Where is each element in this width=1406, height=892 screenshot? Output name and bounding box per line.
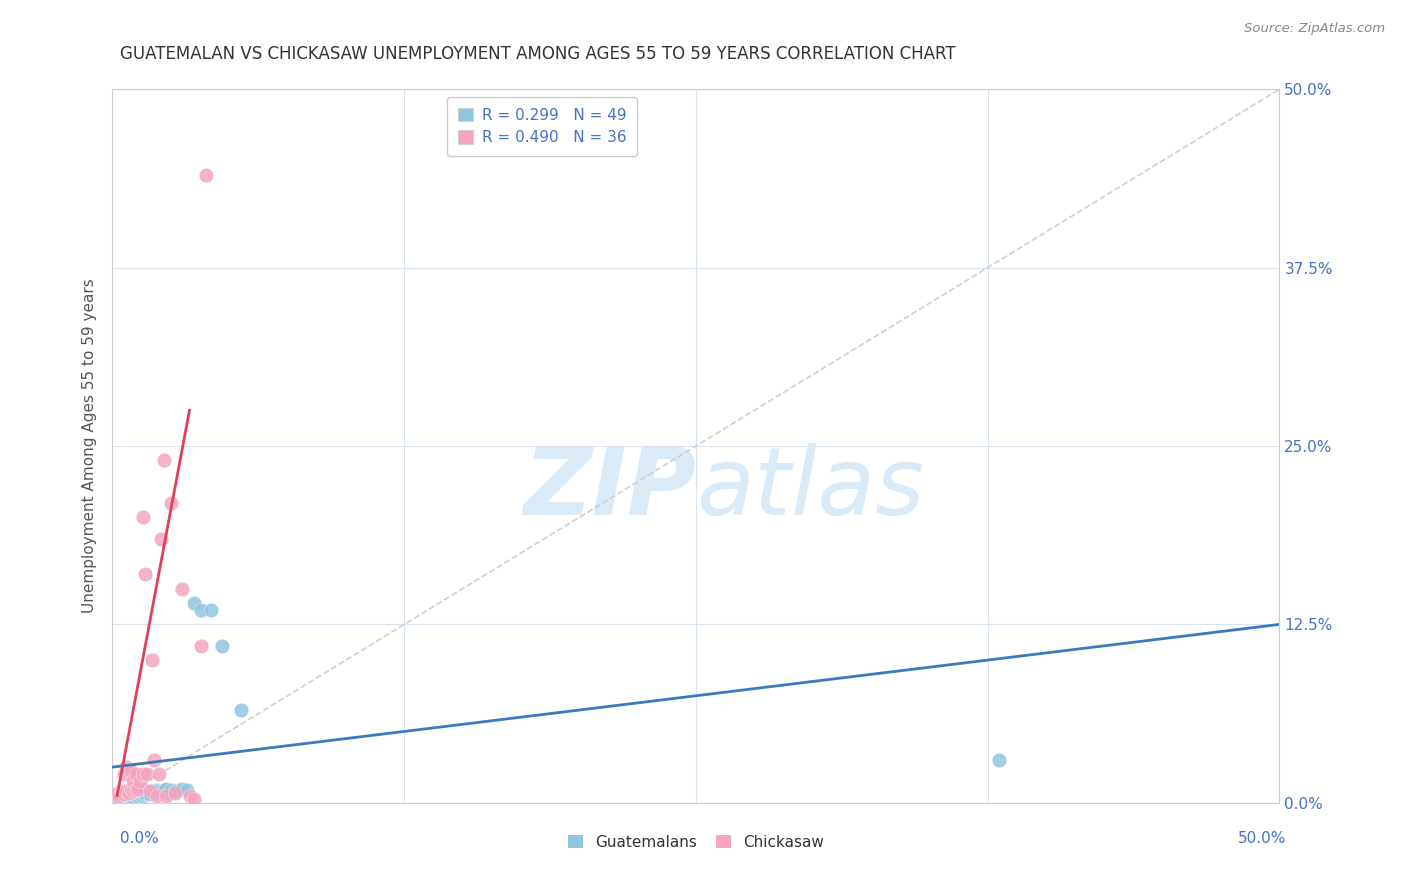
Point bbox=[127, 786, 149, 800]
Point bbox=[125, 783, 148, 797]
Point bbox=[150, 532, 173, 546]
Point bbox=[172, 781, 194, 796]
Point bbox=[148, 767, 170, 781]
Point bbox=[153, 453, 176, 467]
Point bbox=[118, 789, 141, 803]
Point bbox=[122, 787, 145, 801]
Point bbox=[143, 753, 166, 767]
Point bbox=[115, 760, 138, 774]
Point bbox=[132, 786, 155, 800]
Point bbox=[141, 653, 163, 667]
Point bbox=[125, 789, 148, 803]
Point bbox=[118, 786, 141, 800]
Point bbox=[115, 784, 138, 798]
Point bbox=[134, 783, 156, 797]
Point bbox=[118, 763, 141, 777]
Point bbox=[211, 639, 233, 653]
Point bbox=[120, 787, 142, 801]
Point bbox=[105, 786, 128, 800]
Point bbox=[115, 790, 138, 805]
Point bbox=[132, 767, 155, 781]
Point bbox=[120, 789, 142, 803]
Point bbox=[111, 784, 134, 798]
Point bbox=[139, 784, 162, 798]
Point bbox=[988, 753, 1011, 767]
Point bbox=[115, 787, 138, 801]
Point bbox=[105, 789, 128, 803]
Point bbox=[122, 784, 145, 798]
Point bbox=[176, 783, 198, 797]
Point bbox=[129, 784, 152, 798]
Text: GUATEMALAN VS CHICKASAW UNEMPLOYMENT AMONG AGES 55 TO 59 YEARS CORRELATION CHART: GUATEMALAN VS CHICKASAW UNEMPLOYMENT AMO… bbox=[120, 45, 955, 62]
Y-axis label: Unemployment Among Ages 55 to 59 years: Unemployment Among Ages 55 to 59 years bbox=[82, 278, 97, 614]
Point bbox=[112, 787, 135, 801]
Point bbox=[132, 789, 155, 803]
Point bbox=[155, 789, 177, 803]
Point bbox=[190, 639, 212, 653]
Point bbox=[141, 784, 163, 798]
Point bbox=[108, 789, 131, 803]
Point bbox=[153, 783, 176, 797]
Point bbox=[112, 791, 135, 805]
Legend: Guatemalans, Chickasaw: Guatemalans, Chickasaw bbox=[562, 829, 830, 855]
Point bbox=[179, 789, 201, 803]
Point bbox=[183, 596, 205, 610]
Point bbox=[200, 603, 222, 617]
Point bbox=[112, 787, 135, 801]
Point bbox=[122, 790, 145, 805]
Point bbox=[112, 789, 135, 803]
Point bbox=[146, 783, 169, 797]
Point bbox=[127, 781, 149, 796]
Text: atlas: atlas bbox=[696, 443, 924, 534]
Point bbox=[136, 767, 159, 781]
Point bbox=[134, 567, 156, 582]
Point bbox=[115, 786, 138, 800]
Point bbox=[160, 496, 183, 510]
Point bbox=[160, 783, 183, 797]
Point bbox=[172, 582, 194, 596]
Point bbox=[155, 781, 177, 796]
Point bbox=[134, 787, 156, 801]
Point bbox=[194, 168, 217, 182]
Point bbox=[125, 767, 148, 781]
Point bbox=[122, 774, 145, 789]
Point bbox=[120, 764, 142, 779]
Point bbox=[143, 786, 166, 800]
Text: ZIP: ZIP bbox=[523, 442, 696, 535]
Point bbox=[111, 790, 134, 805]
Text: Source: ZipAtlas.com: Source: ZipAtlas.com bbox=[1244, 22, 1385, 36]
Point bbox=[127, 789, 149, 803]
Point bbox=[139, 787, 162, 801]
Text: 0.0%: 0.0% bbox=[120, 831, 159, 846]
Point bbox=[125, 787, 148, 801]
Point bbox=[129, 774, 152, 789]
Point bbox=[148, 784, 170, 798]
Point bbox=[118, 790, 141, 805]
Point bbox=[190, 603, 212, 617]
Point bbox=[129, 787, 152, 801]
Point bbox=[120, 784, 142, 798]
Point bbox=[183, 791, 205, 805]
Point bbox=[165, 786, 187, 800]
Point bbox=[132, 510, 155, 524]
Point bbox=[111, 786, 134, 800]
Point bbox=[146, 789, 169, 803]
Point bbox=[136, 786, 159, 800]
Point bbox=[229, 703, 252, 717]
Point bbox=[120, 781, 142, 796]
Point bbox=[112, 767, 135, 781]
Point bbox=[118, 786, 141, 800]
Point bbox=[122, 786, 145, 800]
Point bbox=[125, 784, 148, 798]
Point bbox=[157, 786, 180, 800]
Point bbox=[108, 791, 131, 805]
Text: 50.0%: 50.0% bbox=[1239, 831, 1286, 846]
Point bbox=[165, 784, 187, 798]
